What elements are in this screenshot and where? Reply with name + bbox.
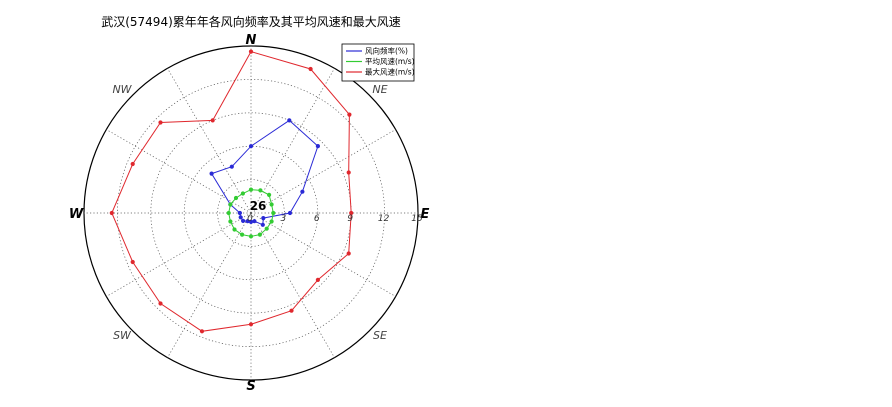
r-tick-label-9: 9 xyxy=(347,214,353,224)
legend-box xyxy=(341,43,415,82)
series-1-point-nnw xyxy=(240,191,245,196)
series-1-point-s xyxy=(248,234,254,239)
r-tick-label-3: 3 xyxy=(281,214,287,224)
r-tick-label-12: 12 xyxy=(378,214,390,224)
series-2-point-wsw xyxy=(130,259,135,265)
series-0-point-ne xyxy=(315,144,320,149)
series-0-point-wsw xyxy=(238,215,243,220)
legend-label-0: 风向频率(%) xyxy=(365,46,408,56)
grid-ring-3 xyxy=(217,179,285,247)
direction-label-ne: NE xyxy=(372,83,387,96)
series-1-point-w xyxy=(226,210,231,216)
direction-label-s: S xyxy=(246,379,255,394)
series-0-point-nne xyxy=(287,118,292,123)
grid-ring-6 xyxy=(183,145,319,281)
series-1-point-se xyxy=(264,226,269,231)
grid-spoke-330 xyxy=(167,68,252,214)
grid-spoke-240 xyxy=(106,212,252,297)
direction-label-n: N xyxy=(246,33,257,48)
series-0-point-ese xyxy=(261,216,266,221)
series-2-point-nne xyxy=(308,66,313,72)
series-2-point-nw xyxy=(158,120,163,125)
series-2-point-ese xyxy=(346,251,351,256)
grid-spoke-150 xyxy=(250,212,335,358)
series-0-point-s xyxy=(248,219,254,224)
series-1-point-wsw xyxy=(228,219,233,224)
r-tick-label-15: 15 xyxy=(411,214,423,224)
series-1-point-e xyxy=(271,210,276,216)
legend-label-1: 平均风速(m/s) xyxy=(365,56,415,66)
series-0-point-sse xyxy=(252,219,257,224)
series-0-point-se xyxy=(260,222,265,227)
series-line-2 xyxy=(111,51,352,332)
polar-grid xyxy=(83,45,419,381)
series-2-point-s xyxy=(248,322,254,327)
series-1-point-ene xyxy=(269,202,274,207)
series-1-point-sse xyxy=(257,232,262,237)
grid-spoke-30 xyxy=(250,68,335,214)
legend: 风向频率(%)平均风速(m/s)最大风速(m/s) xyxy=(341,43,415,82)
series-2-point-n xyxy=(248,49,254,54)
series-2-point-nnw xyxy=(210,118,215,123)
series-1-point-ese xyxy=(269,219,274,224)
legend-label-2: 最大风速(m/s) xyxy=(365,67,415,77)
series-1-point-ne xyxy=(267,192,272,197)
grid-spoke-210 xyxy=(167,212,252,358)
series-2-point-ne xyxy=(347,112,352,117)
series-0-point-ssw xyxy=(245,219,250,224)
series-0-point-nnw xyxy=(229,164,234,169)
series-2-point-sse xyxy=(289,308,294,313)
series-1-point-nne xyxy=(258,188,263,193)
series-1-point-wnw xyxy=(228,202,233,207)
series-1-point-ssw xyxy=(240,232,245,237)
chart-title: 武汉(57494)累年年各风向频率及其平均风速和最大风速 xyxy=(101,14,401,29)
grid-spoke-120 xyxy=(250,212,396,297)
center-calm-label: 26 xyxy=(250,199,267,213)
series-2-point-e xyxy=(349,210,354,216)
series-2-point-wnw xyxy=(130,161,135,167)
series-1-point-nw xyxy=(233,195,239,201)
series-0-point-ene xyxy=(300,189,305,194)
series-1-point-n xyxy=(248,187,254,192)
series-2-point-ene xyxy=(346,170,351,175)
series-layer xyxy=(109,49,354,334)
r-tick-label-0: 0 xyxy=(247,214,253,224)
series-2-point-w xyxy=(109,210,114,216)
series-2-point-sw xyxy=(158,301,163,306)
direction-label-se: SE xyxy=(373,329,387,342)
series-2-point-ssw xyxy=(199,329,205,334)
grid-spoke-300 xyxy=(106,129,252,214)
direction-label-e: E xyxy=(421,207,430,222)
direction-label-sw: SW xyxy=(113,329,132,342)
series-0-point-n xyxy=(248,144,254,149)
series-0-point-w xyxy=(237,210,242,216)
series-0-point-nw xyxy=(209,171,214,176)
series-0-point-sw xyxy=(241,218,246,223)
direction-label-nw: NW xyxy=(112,83,132,96)
series-2-point-se xyxy=(315,277,320,282)
r-tick-label-6: 6 xyxy=(314,214,320,224)
direction-label-w: W xyxy=(69,207,84,222)
series-1-point-sw xyxy=(232,227,237,232)
grid-spoke-60 xyxy=(250,129,396,214)
series-0-point-e xyxy=(287,210,293,216)
